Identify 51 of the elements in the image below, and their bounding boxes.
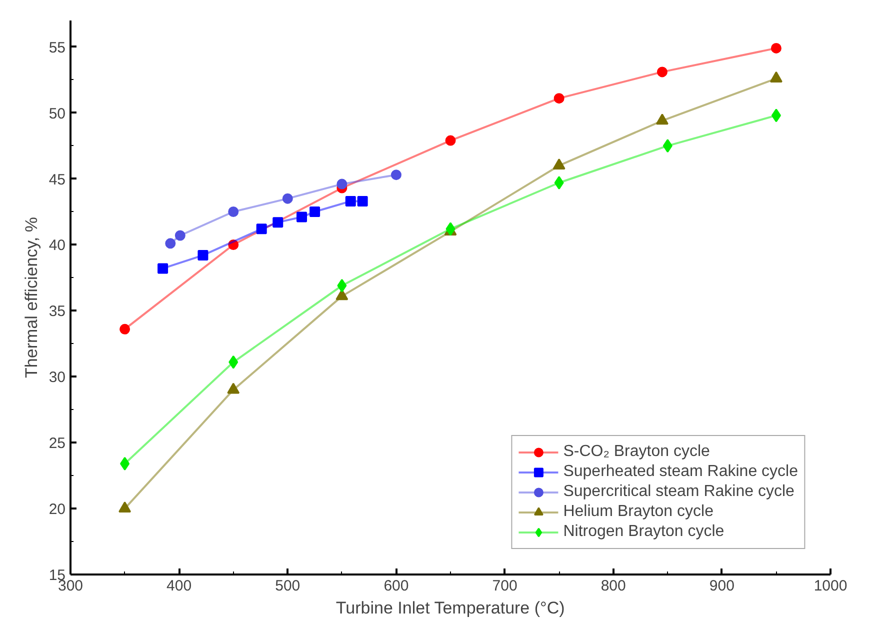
point	[165, 238, 176, 249]
point	[336, 289, 348, 300]
point	[282, 193, 293, 204]
legend-label: Superheated steam Rakine cycle	[563, 463, 798, 481]
x-tick-label: 1000	[814, 578, 848, 594]
point	[174, 230, 186, 241]
x-tick-label: 400	[166, 578, 192, 594]
y-tick-label: 50	[48, 105, 66, 122]
y-tick-label: 30	[48, 369, 66, 386]
y-tick-label: 40	[48, 237, 66, 254]
point	[272, 217, 284, 228]
point	[656, 66, 668, 78]
point	[345, 196, 356, 206]
point	[336, 178, 348, 190]
point	[771, 108, 781, 122]
point	[554, 93, 564, 104]
legend-label: S-CO₂ Brayton cycle	[563, 443, 710, 461]
point	[227, 382, 240, 394]
point	[256, 224, 267, 234]
x-axis-title: Turbine Inlet Temperature (°C)	[336, 598, 565, 618]
point	[296, 212, 308, 222]
y-tick-label: 25	[48, 435, 66, 452]
point	[158, 263, 168, 274]
y-tick-label: 20	[48, 501, 66, 518]
y-tick-label: 35	[48, 303, 66, 320]
x-tick-label: 900	[709, 578, 734, 594]
legend-label: Helium Brayton cycle	[563, 503, 714, 521]
point	[310, 206, 320, 218]
point	[198, 250, 208, 261]
point	[228, 355, 238, 369]
legend-label: Supercritical steam Rakine cycle	[563, 483, 794, 501]
x-tick-label: 700	[492, 578, 518, 594]
point	[662, 139, 672, 153]
y-tick-label: 45	[48, 171, 66, 188]
point	[337, 278, 347, 292]
point	[118, 501, 132, 512]
point	[554, 176, 564, 190]
point	[445, 135, 456, 146]
x-tick-label: 800	[600, 578, 626, 594]
point	[228, 239, 239, 250]
point	[120, 456, 130, 470]
y-tick-label: 55	[48, 39, 66, 56]
legend-label: Nitrogen Brayton cycle	[563, 523, 724, 541]
point	[357, 196, 368, 206]
point	[120, 324, 130, 334]
point	[770, 42, 782, 54]
x-tick-label: 600	[384, 578, 409, 594]
x-tick-label: 500	[275, 578, 300, 594]
point	[228, 206, 239, 218]
point	[390, 170, 402, 180]
y-axis-title: Thermal efficiency, %	[22, 217, 41, 378]
